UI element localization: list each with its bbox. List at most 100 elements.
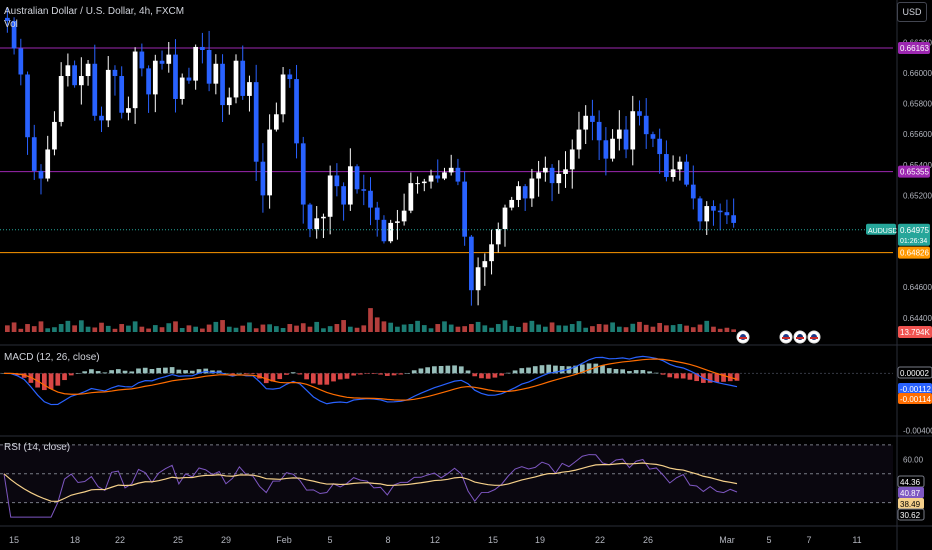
macd-histogram-bar [512, 370, 518, 374]
candle-body [516, 186, 521, 200]
candle-body [664, 154, 669, 177]
volume-bar [132, 321, 138, 332]
candle-body [623, 129, 629, 150]
candle-body [395, 221, 400, 223]
macd-histogram-bar [452, 365, 457, 374]
time-axis-label: 11 [852, 535, 861, 545]
volume-bar [590, 326, 595, 332]
macd-histogram-bar [398, 373, 404, 375]
volume-bar [684, 325, 689, 332]
candle-body [401, 210, 407, 222]
macd-histogram-bar [351, 373, 357, 376]
candle-body [724, 212, 730, 216]
volume-bar [179, 328, 185, 332]
price-tick-label: 0.66000 [903, 69, 932, 78]
macd-value: -0.00114 [900, 395, 932, 404]
candle-body [489, 244, 494, 262]
macd-histogram-bar [532, 366, 538, 374]
time-axis-label: 15 [9, 535, 19, 545]
volume-bar [455, 326, 461, 332]
volume-bar [650, 326, 656, 332]
volume-bar [670, 325, 676, 332]
candle-body [549, 167, 555, 184]
candle-body [85, 63, 91, 77]
macd-histogram-bar [411, 370, 417, 374]
price-level-value: 0.65355 [900, 168, 929, 177]
volume-bar [45, 328, 51, 332]
volume-bar [25, 324, 30, 332]
rsi-value: 38.49 [900, 500, 921, 509]
candle-body [455, 167, 461, 182]
time-axis-label: 5 [766, 535, 771, 545]
candle-body [711, 206, 716, 211]
time-axis-label: 18 [70, 535, 80, 545]
time-axis-label: 26 [643, 535, 653, 545]
candle-body [408, 183, 414, 211]
candle-body [415, 183, 420, 185]
volume-bar [146, 328, 151, 332]
macd-value-tag [897, 366, 932, 379]
volume-bar [690, 327, 696, 332]
macd-histogram-bar [230, 373, 235, 375]
macd-histogram-bar [149, 369, 155, 374]
us-flag-event-icon [810, 337, 818, 339]
candle-body [442, 172, 447, 179]
volume-bar [52, 327, 57, 332]
macd-histogram-bar [284, 373, 289, 375]
candle-body [193, 46, 199, 81]
candle-body [502, 207, 508, 230]
candle-body [650, 134, 656, 139]
candle-body [569, 149, 575, 170]
volume-bar [139, 326, 145, 332]
macd-histogram-bar [438, 365, 444, 374]
macd-histogram-bar [102, 372, 108, 374]
macd-histogram-bar [109, 370, 114, 374]
macd-histogram-bar [378, 373, 383, 375]
candle-body [273, 114, 279, 130]
candle-body [186, 77, 192, 81]
candle-body [105, 69, 111, 121]
candle-body [583, 115, 589, 130]
candle-body [690, 184, 696, 199]
candle-body [637, 111, 642, 116]
macd-histogram-bar [674, 373, 679, 379]
price-level-tag [898, 42, 930, 55]
candle-body [435, 175, 441, 179]
volume-bar [529, 320, 535, 332]
candle-body [590, 115, 595, 122]
candle-body [92, 63, 98, 116]
candle-body [610, 138, 615, 159]
macd-histogram-bar [371, 373, 377, 374]
rsi-value: 44.36 [900, 478, 921, 487]
volume-bar [226, 326, 232, 332]
volume-bar [603, 324, 609, 332]
volume-bar [643, 324, 649, 332]
candle-body [361, 189, 367, 191]
volume-bar [482, 325, 488, 332]
volume-bar [442, 321, 447, 332]
volume-bar [697, 324, 703, 332]
macd-histogram-bar [156, 367, 162, 374]
volume-bar [85, 326, 91, 332]
volume-bar [596, 324, 602, 332]
volume-bar [233, 327, 239, 332]
candle-body [38, 170, 44, 179]
last-price-value: 0.64975 [900, 226, 929, 235]
rsi-indicator-label: RSI (14, close) [4, 442, 71, 453]
macd-histogram-bar [75, 373, 81, 374]
volume-indicator-label: Vol [4, 19, 18, 30]
macd-histogram-bar [176, 369, 182, 374]
volume-bar [395, 326, 400, 332]
macd-histogram-bar [89, 369, 94, 374]
volume-bar [119, 324, 125, 332]
volume-bar [415, 320, 420, 332]
price-tick-label: 0.65200 [903, 191, 932, 200]
rsi-value-tag [897, 508, 925, 521]
volume-bar [731, 329, 736, 332]
currency-button[interactable]: USD [897, 2, 927, 22]
candle-body [321, 216, 326, 219]
candle-body [166, 54, 172, 64]
candle-body [119, 76, 125, 113]
macd-histogram-bar [163, 367, 168, 374]
